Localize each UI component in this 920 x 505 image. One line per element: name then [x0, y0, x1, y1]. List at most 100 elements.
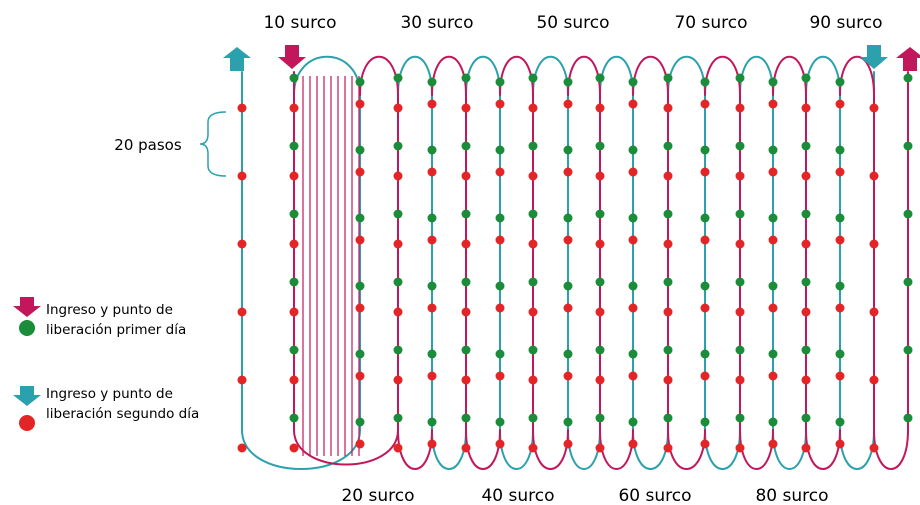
teal-top-loop-1 [465, 55, 501, 96]
green-release-dot [663, 141, 673, 151]
surco-label-20: 20 surco [341, 486, 414, 505]
red-release-dot [663, 103, 673, 113]
surco-label-60: 60 surco [618, 486, 691, 505]
green-release-dot [903, 209, 913, 219]
green-release-dot [461, 345, 471, 355]
red-release-dot [628, 99, 638, 109]
furrow-lines [302, 76, 360, 456]
green-release-dot [735, 345, 745, 355]
green-release-dot [768, 349, 778, 359]
surco-label-10: 10 surco [263, 13, 336, 33]
red-release-dot [869, 239, 879, 249]
red-release-dot [700, 235, 710, 245]
teal-top-loop-5 [739, 55, 774, 96]
red-release-dot [427, 371, 437, 381]
legend-day1-line1: Ingreso y punto de [46, 302, 173, 318]
green-release-dot [461, 277, 471, 287]
red-release-dot [735, 443, 745, 453]
red-release-dot [735, 307, 745, 317]
red-release-dot [289, 103, 299, 113]
green-release-dot [495, 281, 505, 291]
green-release-dot [663, 277, 673, 287]
red-release-dot [628, 439, 638, 449]
magenta-up-arrow-icon [896, 47, 920, 71]
green-release-dot [427, 213, 437, 223]
green-release-dot [393, 209, 403, 219]
green-release-dot [628, 145, 638, 155]
surco-label-70: 70 surco [674, 13, 747, 33]
teal-bottom-loop-1 [499, 429, 534, 470]
red-release-dot [461, 103, 471, 113]
green-release-dot [495, 417, 505, 427]
red-release-dot [768, 99, 778, 109]
magenta-bottom-loop-2 [532, 429, 569, 470]
green-release-dot [768, 281, 778, 291]
teal-top-loop-2 [532, 55, 569, 96]
green-release-dot [628, 417, 638, 427]
green-release-dot [563, 349, 573, 359]
red-release-dot [289, 239, 299, 249]
red-release-dot [563, 303, 573, 313]
green-release-dot [595, 277, 605, 287]
green-release-dot [903, 277, 913, 287]
green-release-dot [628, 281, 638, 291]
green-release-dot [289, 413, 299, 423]
red-release-dot [237, 239, 247, 249]
green-release-dot [700, 281, 710, 291]
red-release-dot [801, 103, 811, 113]
magenta-top-loop-1 [431, 55, 467, 96]
teal-up-arrow-icon [223, 47, 251, 71]
green-release-dot [903, 345, 913, 355]
green-release-dot [355, 349, 365, 359]
green-release-dot [700, 417, 710, 427]
green-release-dot [903, 73, 913, 83]
green-release-dot [700, 77, 710, 87]
red-release-dot [289, 375, 299, 385]
pasos-bracket [199, 111, 227, 177]
green-release-dot [393, 345, 403, 355]
teal-top-loop-0 [397, 55, 433, 96]
red-release-dot [869, 443, 879, 453]
red-release-dot [528, 239, 538, 249]
legend-day2-line2: liberación segundo día [46, 406, 199, 422]
legend-day2-line1: Ingreso y punto de [46, 386, 173, 402]
red-release-dot [663, 239, 673, 249]
green-release-dot [768, 417, 778, 427]
red-release-dot [237, 103, 247, 113]
red-release-dot [835, 439, 845, 449]
teal-top-loop-4 [667, 55, 706, 96]
red-release-dot [393, 171, 403, 181]
green-release-dot [700, 145, 710, 155]
red-release-dot [427, 439, 437, 449]
red-release-dot [663, 171, 673, 181]
green-release-dot [835, 281, 845, 291]
surco-label-40: 40 surco [481, 486, 554, 505]
green-release-dot [355, 417, 365, 427]
red-release-dot [700, 167, 710, 177]
red-release-dot [768, 371, 778, 381]
red-release-dot [563, 235, 573, 245]
red-release-dot [427, 167, 437, 177]
red-release-dot [869, 307, 879, 317]
surco-label-50: 50 surco [536, 13, 609, 33]
red-release-dot [393, 307, 403, 317]
red-release-dot [835, 303, 845, 313]
green-release-dot [735, 141, 745, 151]
teal-down-arrow-icon [860, 45, 888, 69]
red-release-dot [835, 235, 845, 245]
green-release-dot [768, 145, 778, 155]
teal-route-left [241, 55, 361, 470]
red-release-dot [427, 99, 437, 109]
green-release-dot [563, 145, 573, 155]
green-release-dot [835, 213, 845, 223]
red-release-dot [427, 303, 437, 313]
green-release-dot [528, 73, 538, 83]
magenta-bottom-loop-5 [739, 429, 774, 470]
green-release-dot [427, 281, 437, 291]
green-release-dot [663, 413, 673, 423]
green-release-dot [628, 213, 638, 223]
green-release-dot [801, 345, 811, 355]
green-release-dot [700, 213, 710, 223]
green-release-dot [289, 277, 299, 287]
